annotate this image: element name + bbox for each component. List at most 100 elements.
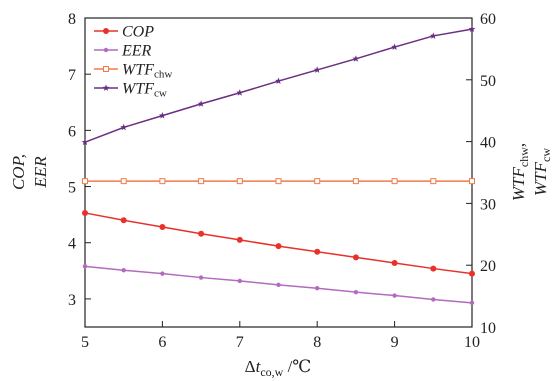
series-COP xyxy=(82,209,475,277)
point-WTFcw xyxy=(352,55,360,62)
point-COP xyxy=(120,217,127,224)
legend-marker xyxy=(103,28,109,34)
series-WTFchw xyxy=(82,178,475,185)
point-WTFchw xyxy=(82,178,88,185)
point-EER xyxy=(392,293,397,298)
point-WTFchw xyxy=(352,178,359,185)
point-WTFcw xyxy=(81,138,89,146)
legend-item-WTFchw: WTFchw xyxy=(94,62,172,81)
point-EER xyxy=(315,286,320,291)
x-tick-label: 9 xyxy=(391,334,399,351)
legend-marker xyxy=(102,84,110,91)
point-WTFchw xyxy=(159,178,166,185)
legend-label-main: WTF xyxy=(122,62,154,79)
point-WTFcw xyxy=(468,25,476,33)
y-right-title-line-1: WTFchw, xyxy=(509,143,531,201)
point-WTFcw xyxy=(236,89,244,96)
x-tick-label: 10 xyxy=(464,334,480,351)
x-axis-title-prefix: Δ xyxy=(245,357,256,376)
point-WTFchw xyxy=(391,178,398,185)
y-left-tick-label: 6 xyxy=(68,123,76,140)
legend-label-main: COP xyxy=(122,24,154,41)
y-left-tick-label: 4 xyxy=(68,236,76,253)
x-axis-title-main: t xyxy=(256,357,262,376)
y-left-tick-label: 7 xyxy=(68,67,76,84)
point-COP xyxy=(198,230,205,237)
point-EER xyxy=(276,282,281,288)
y-left-title-line-2: EER xyxy=(31,156,50,189)
legend-item-EER: EER xyxy=(94,43,152,60)
point-WTFchw xyxy=(120,178,127,185)
point-COP xyxy=(275,243,282,250)
point-WTFchw xyxy=(275,178,282,185)
x-tick-label: 5 xyxy=(81,334,89,351)
y-right-tick-label: 10 xyxy=(480,320,496,337)
legend-label-sub: cw xyxy=(154,88,167,100)
y-right-tick-label: 60 xyxy=(480,11,496,28)
y-right-tick-label: 40 xyxy=(480,135,496,152)
point-WTFcw xyxy=(429,32,437,39)
point-COP xyxy=(469,270,475,277)
point-EER xyxy=(160,271,165,276)
x-axis-title-sub: co,w xyxy=(260,365,283,379)
y-right-axis-title: WTFchw, WTFcw xyxy=(509,143,553,201)
y-right-title-line-1-suffix: , xyxy=(509,143,528,147)
point-WTFchw xyxy=(314,178,321,185)
point-COP xyxy=(352,254,359,261)
point-EER xyxy=(82,264,88,269)
y-left-tick-label: 5 xyxy=(68,180,76,197)
legend-label-main: EER xyxy=(121,43,152,60)
point-EER xyxy=(353,289,359,295)
point-WTFchw xyxy=(198,178,205,185)
y-right-title-line-2: WTFcw xyxy=(531,148,553,196)
legend-label-main: WTF xyxy=(122,81,154,98)
point-EER xyxy=(431,297,436,302)
x-axis-title-suffix: /℃ xyxy=(283,357,311,376)
legend-item-COP: COP xyxy=(94,24,154,41)
y-left-tick-label: 3 xyxy=(68,292,76,309)
point-WTFcw xyxy=(158,112,166,119)
y-right-tick-label: 30 xyxy=(480,196,496,213)
legend-marker xyxy=(103,47,109,53)
legend-label-sub: chw xyxy=(154,69,172,81)
legend-label: WTFchw xyxy=(122,62,172,81)
plot-area xyxy=(84,17,473,328)
point-COP xyxy=(314,248,321,255)
series-WTFcw xyxy=(81,25,476,146)
x-tick-label: 8 xyxy=(313,334,321,351)
series-EER xyxy=(82,264,475,306)
y-right-tick-label: 50 xyxy=(480,73,496,90)
y-right-title-line-2-sub: cw xyxy=(539,148,553,162)
y-right-tick-label: 20 xyxy=(480,258,496,275)
point-WTFcw xyxy=(391,43,399,50)
x-tick-labels: 5 6 7 8 9 10 xyxy=(81,334,480,351)
point-COP xyxy=(391,259,398,266)
y-left-tick-labels: 3 4 5 6 7 8 xyxy=(68,11,76,309)
point-COP xyxy=(236,236,243,243)
point-EER xyxy=(469,300,475,306)
point-WTFcw xyxy=(120,123,128,131)
point-COP xyxy=(430,265,437,272)
y-right-tick-labels: 10 20 30 40 50 60 xyxy=(480,11,496,337)
legend-item-WTFcw: WTFcw xyxy=(94,81,167,100)
point-COP xyxy=(159,223,166,230)
y-right-title-line-1-sub: chw xyxy=(517,147,531,167)
legend-marker xyxy=(103,66,109,72)
legend-label: COP xyxy=(122,24,154,41)
axis-ticks xyxy=(84,17,473,328)
y-left-axis-title: COP, EER xyxy=(9,154,50,190)
point-EER xyxy=(198,275,204,280)
point-COP xyxy=(82,209,88,216)
y-right-title-line-2-main: WTF xyxy=(531,161,550,196)
point-WTFcw xyxy=(313,66,321,73)
y-left-tick-label: 8 xyxy=(68,11,76,28)
x-axis-title: Δtco,w /℃ xyxy=(245,357,312,379)
x-tick-label: 7 xyxy=(236,334,244,351)
point-EER xyxy=(237,278,242,284)
point-WTFcw xyxy=(275,77,282,84)
series-layer xyxy=(81,25,476,306)
point-WTFcw xyxy=(197,100,205,107)
legend-label: EER xyxy=(121,43,152,60)
